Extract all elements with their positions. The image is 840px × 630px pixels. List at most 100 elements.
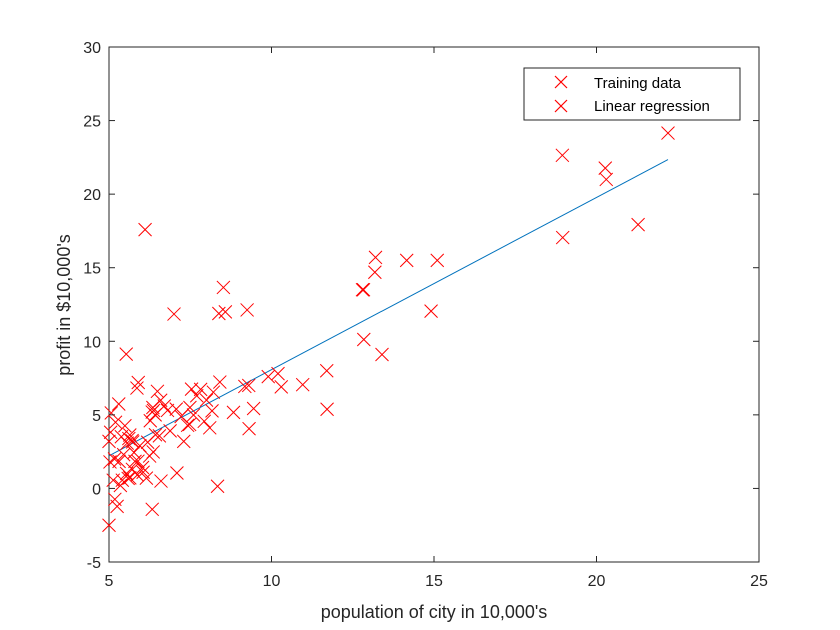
data-point: [555, 230, 570, 245]
data-point: [246, 401, 261, 416]
data-point: [128, 454, 142, 469]
data-point: [355, 282, 370, 297]
data-point: [375, 347, 389, 362]
data-point: [160, 403, 175, 418]
plot-area: [108, 46, 760, 563]
data-point: [661, 126, 675, 140]
x-tick-label: 20: [588, 573, 606, 590]
data-point: [367, 265, 382, 280]
data-point: [240, 303, 254, 317]
y-tick-label: 10: [83, 334, 101, 351]
legend: Training data Linear regression: [523, 67, 741, 121]
data-point: [102, 518, 116, 533]
data-point: [555, 148, 570, 163]
data-point: [167, 307, 181, 321]
data-point: [197, 414, 212, 429]
data-point: [176, 434, 191, 449]
data-point: [138, 222, 152, 237]
y-axis-label: profit in $10,000's: [54, 234, 74, 376]
data-point: [180, 418, 195, 433]
y-tick-label: 5: [92, 408, 101, 425]
data-point: [120, 436, 135, 450]
data-point: [631, 217, 645, 232]
y-tick-label: 30: [83, 40, 101, 57]
regression-line: [108, 159, 669, 457]
data-point: [356, 332, 371, 347]
data-point: [139, 471, 154, 485]
data-point: [237, 379, 252, 394]
data-point: [399, 253, 414, 268]
data-point: [169, 402, 184, 416]
tick-layer: 5 10 15 20 25 -5 0 5 10 15 20 25 30: [83, 40, 768, 590]
data-point: [146, 400, 160, 415]
data-point: [131, 375, 146, 390]
data-point: [212, 375, 227, 389]
data-point: [107, 492, 122, 507]
data-point: [241, 378, 256, 393]
data-point: [242, 421, 256, 436]
data-point: [154, 474, 168, 488]
data-point: [170, 466, 184, 480]
data-point: [199, 393, 214, 407]
x-tick-label: 15: [425, 573, 443, 590]
data-point: [210, 479, 225, 494]
data-point: [205, 404, 219, 418]
data-point: [152, 429, 167, 443]
data-point: [206, 385, 221, 400]
data-point: [118, 418, 132, 433]
data-point: [145, 502, 160, 517]
data-point: [261, 369, 276, 384]
data-point: [140, 435, 155, 450]
data-point: [103, 455, 117, 469]
data-point: [216, 280, 231, 295]
data-point: [143, 413, 158, 428]
data-point: [119, 347, 134, 361]
data-point: [116, 447, 131, 462]
data-point: [368, 250, 383, 265]
data-point: [184, 382, 199, 396]
data-point: [103, 425, 118, 440]
data-point: [125, 462, 140, 477]
data-point: [218, 305, 233, 319]
data-point: [430, 253, 445, 268]
data-point: [319, 363, 334, 378]
x-tick-label: 10: [263, 573, 281, 590]
data-point: [102, 434, 116, 449]
y-tick-label: 0: [92, 481, 101, 498]
data-point: [189, 388, 204, 403]
data-point: [598, 161, 613, 175]
x-axis-label: population of city in 10,000's: [321, 602, 548, 622]
x-tick-label: 25: [750, 573, 768, 590]
data-point: [150, 384, 165, 399]
data-point: [271, 366, 285, 381]
x-tick-label: 5: [105, 573, 114, 590]
data-point: [163, 424, 177, 438]
data-point: [226, 405, 241, 420]
data-point: [183, 400, 197, 415]
data-point: [104, 406, 119, 420]
data-point: [130, 381, 144, 395]
legend-box: [523, 67, 741, 121]
data-layer: [102, 126, 675, 533]
legend-label-regression: Linear regression: [594, 98, 710, 115]
data-point: [202, 420, 217, 435]
data-point: [115, 473, 130, 488]
data-point: [113, 478, 128, 493]
data-point: [356, 282, 371, 297]
data-point: [122, 470, 137, 485]
data-point: [157, 399, 172, 413]
data-point: [121, 431, 136, 446]
data-point: [186, 408, 201, 422]
data-point: [131, 454, 145, 469]
data-point: [424, 304, 438, 318]
data-point: [108, 415, 123, 430]
data-point: [599, 172, 614, 187]
legend-marker-regression: [554, 99, 568, 113]
data-point: [121, 471, 136, 486]
data-point: [320, 402, 334, 417]
y-tick-label: 15: [83, 261, 101, 278]
legend-marker-training: [554, 75, 568, 89]
y-tick-label: -5: [87, 555, 101, 572]
data-point: [107, 452, 122, 466]
